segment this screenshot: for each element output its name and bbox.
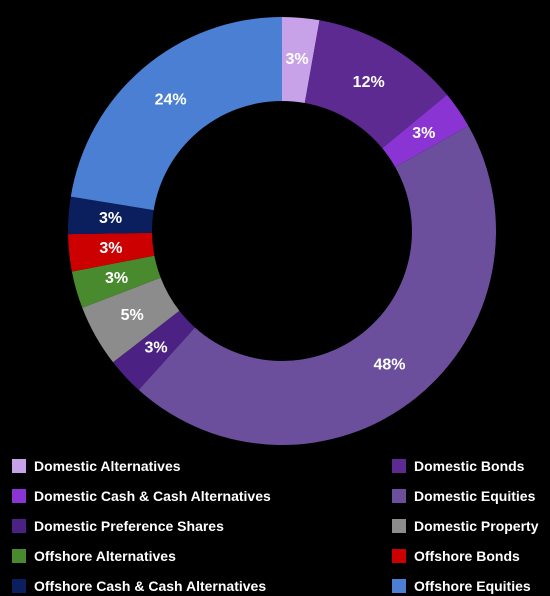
donut-slice <box>82 277 180 363</box>
donut-slice <box>138 125 496 445</box>
slice-data-label: 3% <box>412 125 435 142</box>
legend-label: Offshore Equities <box>414 578 531 594</box>
legend-swatch <box>392 489 406 503</box>
legend-swatch <box>392 579 406 593</box>
legend-item: Domestic Equities <box>392 486 535 506</box>
legend-swatch <box>12 489 26 503</box>
donut-slice <box>113 310 195 390</box>
legend-swatch <box>12 459 26 473</box>
slice-data-label: 48% <box>373 357 405 374</box>
legend-item: Domestic Property <box>392 516 538 536</box>
legend-label: Domestic Preference Shares <box>34 518 224 534</box>
legend-label: Offshore Cash & Cash Alternatives <box>34 578 267 594</box>
legend-swatch <box>12 579 26 593</box>
legend-item: Offshore Equities <box>392 576 531 596</box>
legend-item: Offshore Alternatives <box>12 546 176 566</box>
donut-slice <box>70 17 282 211</box>
legend-label: Domestic Alternatives <box>34 458 181 474</box>
chart-legend: Domestic Alternatives Domestic Bonds Domes… <box>0 455 550 594</box>
legend-item: Offshore Bonds <box>392 546 520 566</box>
legend-label: Domestic Cash & Cash Alternatives <box>34 488 271 504</box>
slice-data-label: 24% <box>155 92 187 109</box>
slice-data-label: 3% <box>144 340 167 357</box>
slice-data-label: 3% <box>99 240 122 257</box>
legend-label: Domestic Equities <box>414 488 536 504</box>
donut-slice <box>382 94 469 168</box>
legend-label: Offshore Bonds <box>414 548 520 564</box>
legend-label: Offshore Alternatives <box>34 548 176 564</box>
slice-data-label: 12% <box>353 74 385 91</box>
slice-data-label: 5% <box>121 307 144 324</box>
legend-swatch <box>12 549 26 563</box>
legend-swatch <box>392 519 406 533</box>
donut-slice <box>68 196 154 235</box>
slice-data-label: 3% <box>99 210 122 227</box>
donut-slice <box>282 17 320 104</box>
legend-swatch <box>392 549 406 563</box>
legend-item: Domestic Alternatives <box>12 456 181 476</box>
legend-label: Domestic Bonds <box>414 458 525 474</box>
legend-item: Domestic Cash & Cash Alternatives <box>12 486 271 506</box>
legend-item: Domestic Preference Shares <box>12 516 224 536</box>
legend-item: Offshore Cash & Cash Alternatives <box>12 576 266 596</box>
legend-swatch <box>12 519 26 533</box>
donut-slice <box>68 232 155 272</box>
legend-label: Domestic Property <box>414 518 539 534</box>
legend-swatch <box>392 459 406 473</box>
legend-item: Domestic Bonds <box>392 456 524 476</box>
donut-slice <box>304 20 448 149</box>
slice-data-label: 3% <box>105 270 128 287</box>
donut-slice <box>71 255 161 308</box>
slice-data-label: 3% <box>286 51 309 68</box>
donut-chart: 3%12%3%48%3%5%3%3%3%24% <box>68 17 496 445</box>
